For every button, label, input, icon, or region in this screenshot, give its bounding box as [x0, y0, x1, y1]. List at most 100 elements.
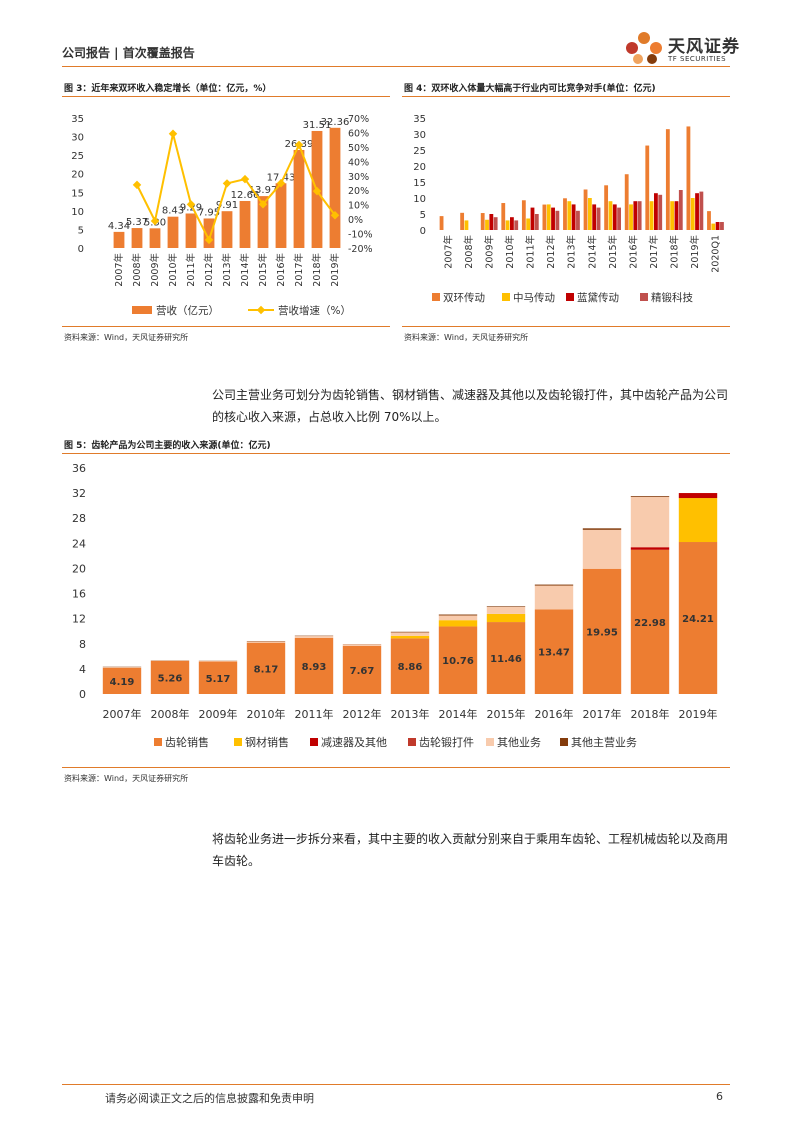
x-tick-label: 2011年	[525, 235, 537, 269]
peer-bar	[678, 190, 683, 230]
gear-sales-data-label: 22.98	[634, 618, 666, 629]
stacked-bar-segment	[486, 622, 526, 694]
revenue-data-label: 5.37	[126, 217, 148, 228]
x-tick-label: 2012年	[343, 707, 382, 721]
gear-sales-data-label: 5.26	[158, 673, 183, 684]
peer-bar	[658, 194, 663, 230]
y-tick-label: 20	[71, 170, 84, 181]
gear-sales-data-label: 8.86	[398, 662, 423, 673]
x-tick-label: 2012年	[203, 253, 215, 287]
peer-bar	[571, 204, 576, 230]
stacked-bar-segment	[678, 493, 718, 499]
peer-bar	[439, 216, 444, 230]
x-tick-label: 2011年	[295, 707, 334, 721]
x-tick-label: 2013年	[221, 253, 233, 287]
peer-bar	[633, 201, 638, 230]
figure-4-bottom-rule	[402, 326, 730, 327]
peer-bar	[563, 198, 567, 230]
legend-label: 其他业务	[497, 736, 541, 749]
peer-bar	[624, 174, 629, 230]
peer-bar	[649, 201, 654, 230]
y-tick-label: 8	[79, 638, 86, 651]
revenue-bar	[185, 213, 197, 248]
legend-label: 双环传动	[443, 292, 485, 304]
x-tick-label: 2017年	[293, 253, 305, 287]
peer-bar	[670, 201, 675, 230]
stacked-bar-segment	[630, 547, 670, 550]
growth-point	[186, 200, 196, 209]
peer-bar	[686, 126, 691, 230]
x-tick-label: 2008年	[151, 707, 190, 721]
revenue-bar	[275, 183, 287, 248]
revenue-data-label: 12.66	[231, 190, 260, 201]
y-tick-label: 30	[71, 133, 84, 144]
stacked-bar-segment	[390, 635, 430, 639]
footer-disclaimer: 请务必阅读正文之后的信息披露和免责申明	[105, 1092, 314, 1105]
peer-bar	[604, 185, 609, 230]
stacked-bar-segment	[582, 568, 622, 694]
peer-bar	[485, 219, 489, 230]
x-tick-label: 2008年	[131, 253, 143, 287]
peer-bar	[592, 204, 597, 230]
figure-5-top-rule	[62, 453, 730, 454]
legend-swatch	[560, 738, 568, 746]
growth-point	[240, 174, 250, 184]
page-number: 6	[716, 1090, 723, 1103]
x-tick-label: 2020Q1	[711, 235, 722, 273]
peer-bar	[612, 204, 617, 230]
gear-sales-data-label: 13.47	[538, 648, 570, 659]
x-tick-label: 2016年	[627, 235, 639, 269]
stacked-bar-segment	[582, 528, 622, 530]
paragraph-main-business: 公司主营业务可划分为齿轮销售、钢材销售、减速器及其他以及齿轮锻打件，其中齿轮产品…	[212, 388, 729, 424]
x-tick-label: 2010年	[504, 235, 516, 269]
growth-point	[276, 179, 286, 188]
stacked-bar-segment	[486, 613, 526, 623]
peer-bar	[551, 207, 555, 230]
revenue-bar	[131, 228, 143, 248]
stacked-bar-segment	[582, 529, 622, 569]
stacked-bar-segment	[486, 606, 526, 607]
revenue-bar	[221, 211, 233, 248]
y-tick-label: 5	[420, 210, 426, 221]
figure-3-source: 资料来源：Wind，天风证券研究所	[64, 333, 189, 342]
x-tick-label: 2008年	[463, 235, 475, 269]
revenue-bar	[167, 216, 179, 248]
x-tick-label: 2019年	[689, 235, 701, 269]
stacked-bar-segment	[438, 620, 478, 627]
legend-swatch-revenue	[132, 306, 152, 314]
figure-4-source: 资料来源：Wind，天风证券研究所	[404, 333, 529, 342]
peer-bar	[629, 204, 633, 230]
x-tick-label: 2016年	[275, 253, 287, 287]
stacked-bar-segment	[438, 614, 478, 616]
y2-tick-label: 40%	[348, 157, 369, 168]
stacked-bar-segment	[294, 636, 334, 638]
x-tick-label: 2014年	[439, 707, 478, 721]
growth-point	[168, 129, 178, 138]
x-tick-label: 2015年	[257, 253, 269, 287]
peer-bar	[542, 204, 547, 230]
peer-bar	[608, 201, 613, 230]
legend-swatch	[486, 738, 494, 746]
x-tick-label: 2013年	[391, 707, 430, 721]
x-tick-label: 2018年	[669, 235, 681, 269]
revenue-data-label: 8.43	[162, 206, 184, 217]
peer-bar	[493, 217, 498, 230]
growth-point	[330, 210, 340, 220]
growth-point	[258, 199, 268, 209]
growth-line	[136, 133, 336, 243]
peer-bar	[720, 222, 724, 230]
x-tick-label: 2010年	[247, 707, 286, 721]
peer-bar	[480, 213, 485, 230]
y-tick-label: 20	[72, 562, 86, 575]
footer-divider	[62, 1084, 730, 1085]
x-tick-label: 2015年	[487, 707, 526, 721]
figure-3-top-rule	[62, 96, 390, 97]
stacked-bar-segment	[438, 615, 478, 621]
gear-sales-data-label: 19.95	[586, 627, 618, 638]
y-tick-label: 0	[420, 226, 426, 237]
stacked-bar-segment	[198, 660, 238, 662]
stacked-bar-segment	[534, 609, 574, 694]
peer-bar	[489, 214, 494, 230]
stacked-bar-segment	[678, 542, 718, 694]
x-tick-label: 2007年	[113, 253, 125, 287]
